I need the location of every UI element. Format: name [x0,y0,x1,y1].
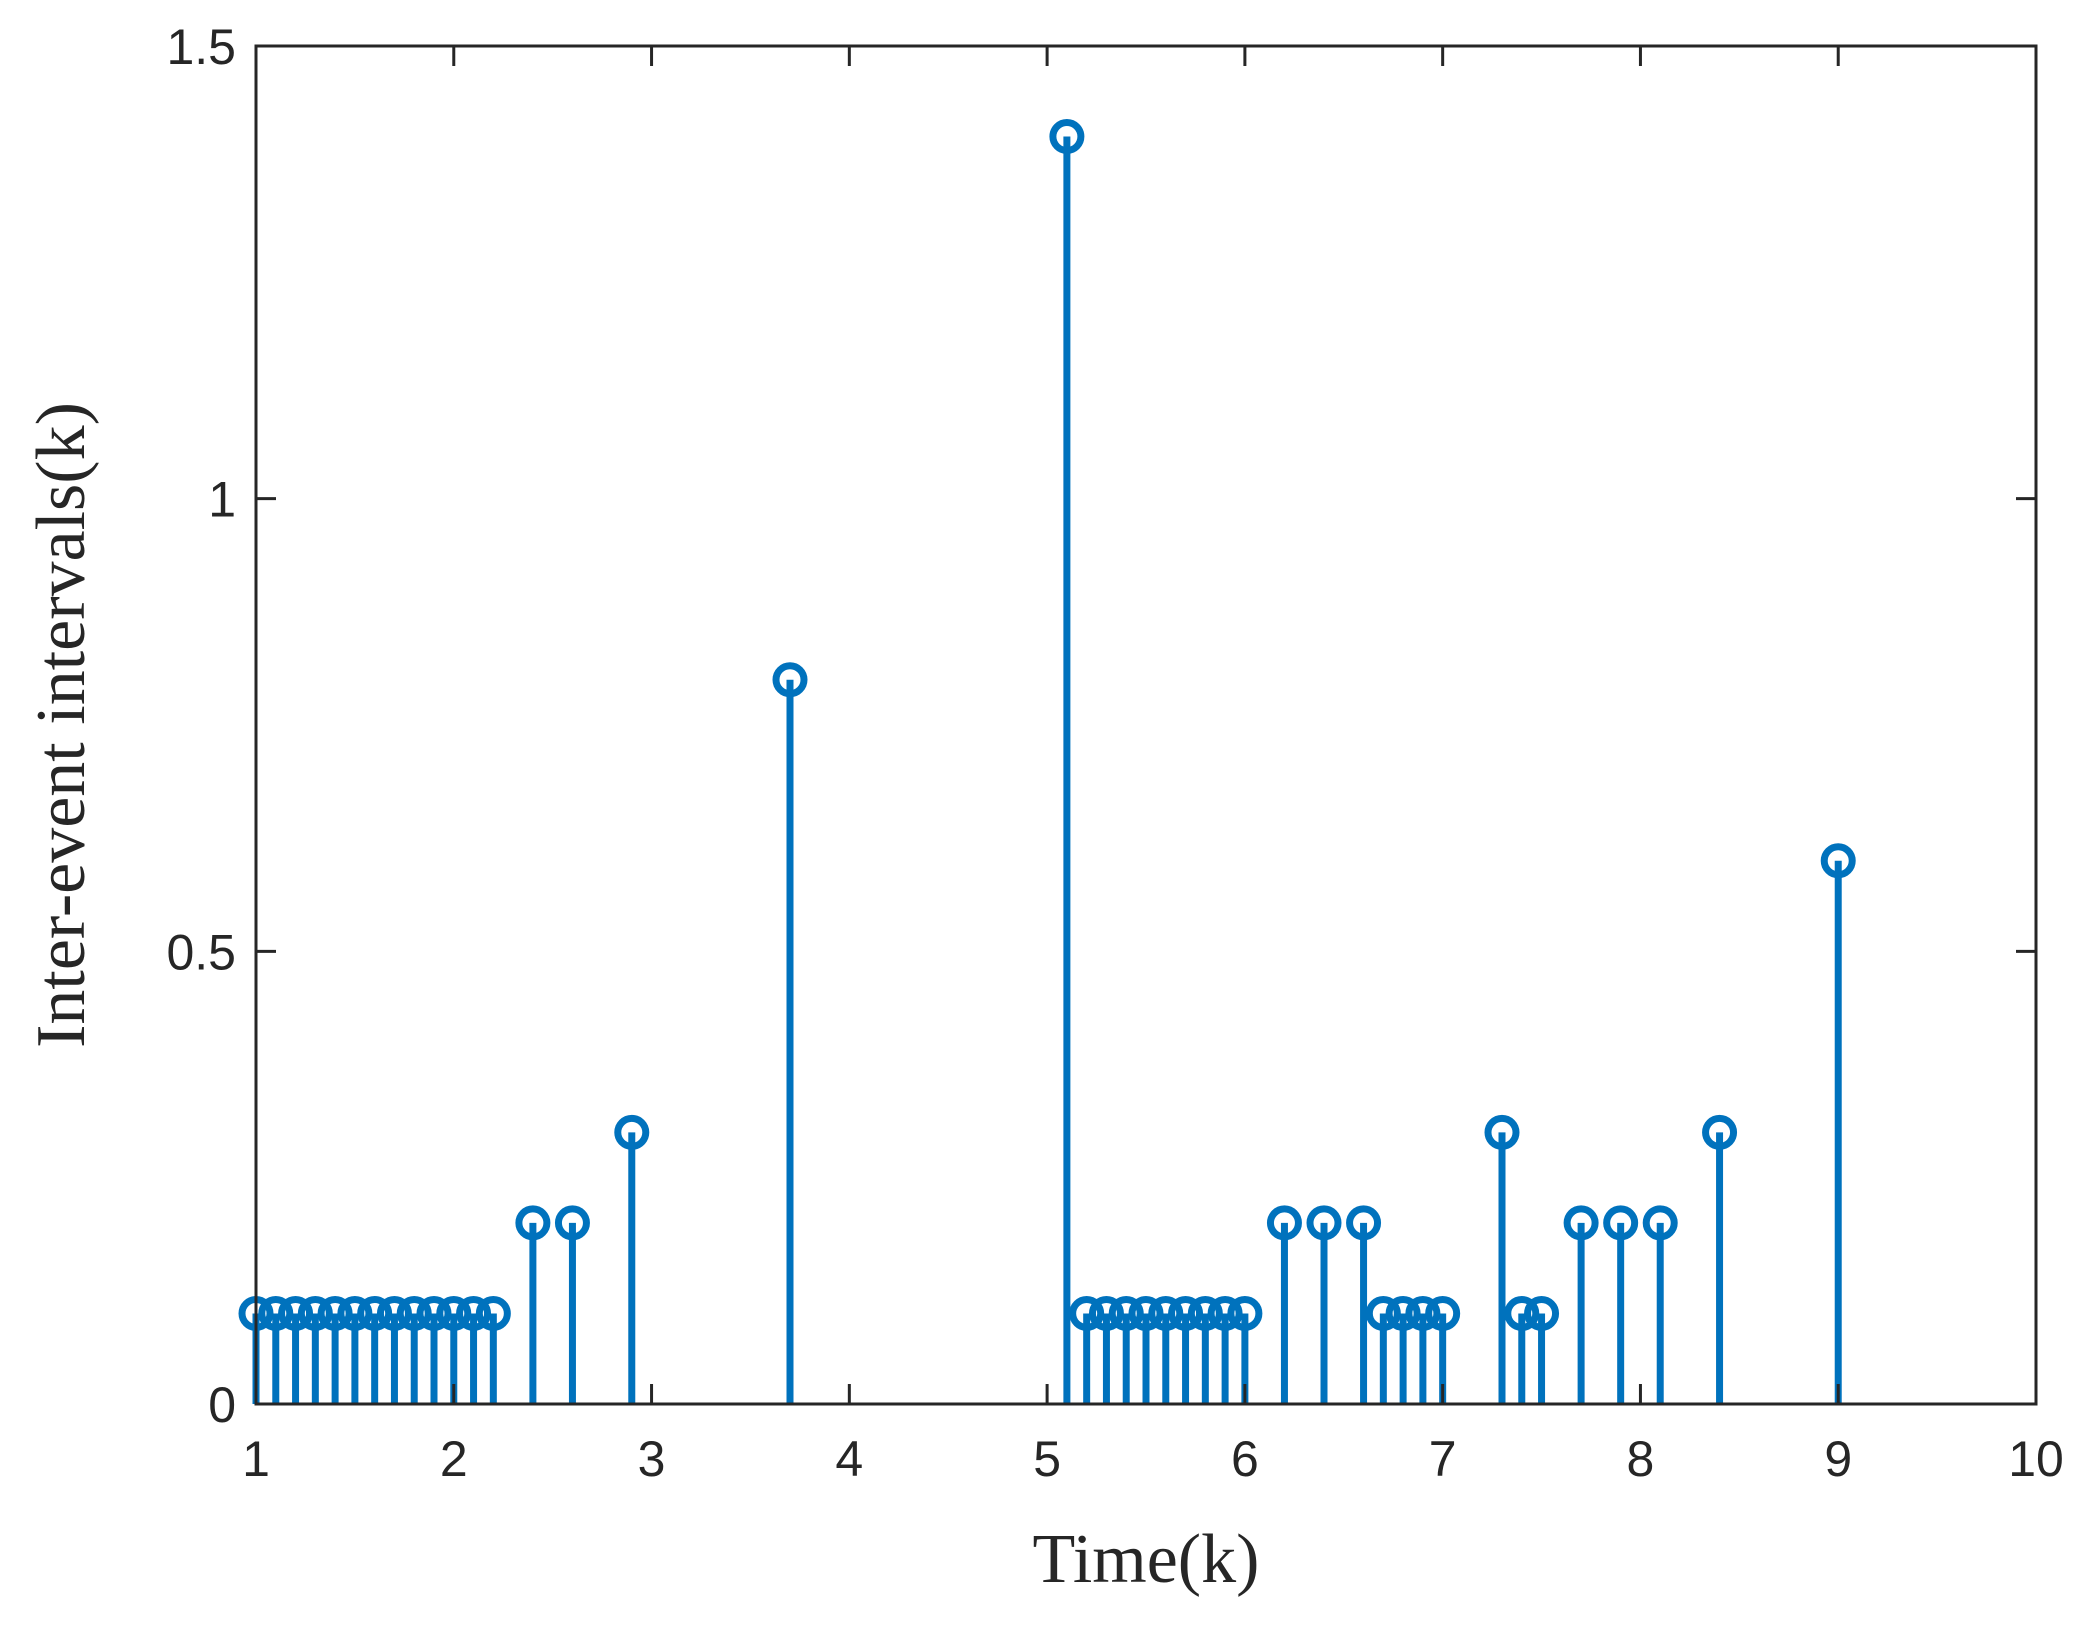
stem-marker [436,1295,472,1331]
stem-marker [1108,1295,1144,1331]
y-tick-label: 1 [208,472,236,528]
stem-marker [772,662,808,698]
stem-marker [1642,1205,1678,1241]
stem-marker [1603,1205,1639,1241]
stem-marker [1207,1295,1243,1331]
stem-marker [1563,1205,1599,1241]
stem-marker [1049,119,1085,155]
x-tick-label: 10 [2008,1431,2064,1487]
x-tick-label: 5 [1033,1431,1061,1487]
y-axis-label: Inter-event intervals(k) [23,402,100,1048]
stem-marker [1346,1205,1382,1241]
stem-marker [396,1295,432,1331]
stem-marker [1306,1205,1342,1241]
stem-marker [258,1295,294,1331]
stem-marker [1365,1295,1401,1331]
stem-marker [1484,1114,1520,1150]
stem-series [238,119,1856,1404]
x-tick-label: 4 [835,1431,863,1487]
stem-marker [614,1114,650,1150]
stem-marker [1168,1295,1204,1331]
stem-marker [357,1295,393,1331]
stem-marker [1128,1295,1164,1331]
x-tick-label: 9 [1824,1431,1852,1487]
stem-marker [1504,1295,1540,1331]
stem-marker [416,1295,452,1331]
stem-marker [515,1205,551,1241]
y-tick-label: 0.5 [166,924,236,980]
stem-marker [337,1295,373,1331]
stem-marker [317,1295,353,1331]
x-tick-label: 3 [638,1431,666,1487]
x-tick-label: 2 [440,1431,468,1487]
y-tick-label: 1.5 [166,19,236,75]
x-tick-label: 8 [1627,1431,1655,1487]
stem-marker [1405,1295,1441,1331]
stem-marker [456,1295,492,1331]
stem-marker [1069,1295,1105,1331]
stem-marker [1187,1295,1223,1331]
axis-ticks: 1 2 3 4 5 6 7 8 9 10 0 0.5 1 1.5 [166,19,2063,1487]
stem-marker [1820,843,1856,879]
stem-marker [1425,1295,1461,1331]
stem-marker [1148,1295,1184,1331]
stem-marker [554,1205,590,1241]
x-tick-label: 7 [1429,1431,1457,1487]
x-tick-label: 1 [242,1431,270,1487]
stem-marker [475,1295,511,1331]
axes-box [254,44,2038,1406]
y-tick-label: 0 [208,1377,236,1433]
stem-marker [278,1295,314,1331]
stem-marker [1088,1295,1124,1331]
stem-marker [1385,1295,1421,1331]
stem-marker [1702,1114,1738,1150]
stem-marker [297,1295,333,1331]
stem-marker [1266,1205,1302,1241]
x-axis-label: Time(k) [1033,1521,1260,1598]
stem-marker [1524,1295,1560,1331]
stem-marker [1227,1295,1263,1331]
stem-marker [376,1295,412,1331]
x-tick-label: 6 [1231,1431,1259,1487]
